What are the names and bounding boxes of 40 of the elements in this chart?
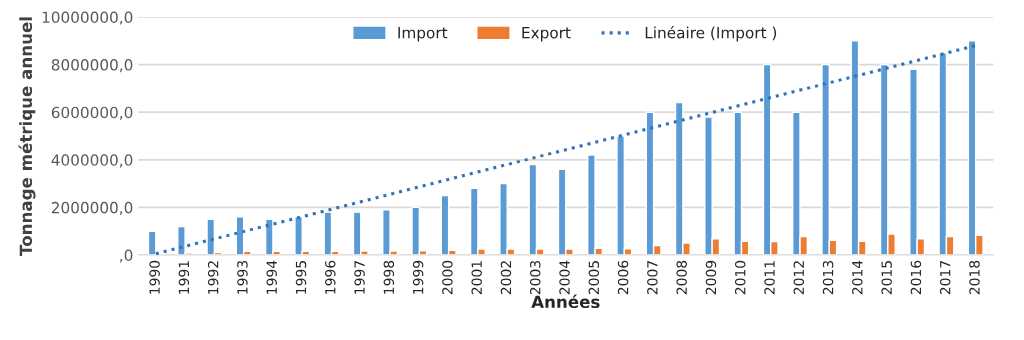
x-tick-label: 2006 (617, 260, 629, 295)
y-tick-label: 2000000,0 (51, 201, 133, 215)
x-axis-title: Années (531, 294, 600, 309)
x-tick-label: 2011 (764, 261, 775, 295)
x-tick-label: 1992 (207, 261, 219, 294)
x-tick-label: 2017 (939, 261, 951, 295)
x-tick-label: 2013 (822, 260, 834, 295)
x-tick-label: 1997 (354, 261, 365, 294)
y-tick-label: 4000000,0 (51, 154, 133, 168)
x-tick-label: 2005 (588, 261, 600, 295)
legend-label: Linéaire (Import ) (645, 25, 777, 42)
x-tick-label: 1995 (295, 261, 307, 294)
x-tick-label: 1994 (266, 260, 277, 294)
x-tick-label: 1993 (237, 260, 248, 294)
x-tick-label: 1996 (325, 260, 336, 294)
y-axis-title: Tonnage métrique annuel (18, 17, 36, 256)
x-tick-label: 2014 (852, 260, 863, 295)
x-tick-label: 1991 (178, 261, 190, 294)
x-tick-label: 2016 (910, 260, 922, 295)
x-tick-label: 2010 (734, 260, 746, 295)
x-tick-label: 1998 (383, 260, 395, 294)
y-tick-label: 10000000,0 (42, 11, 133, 25)
x-tick-label: 2015 (881, 261, 892, 295)
x-tick-label: 1990 (149, 260, 160, 294)
x-tick-label: 2004 (559, 260, 570, 295)
x-tick-label: 2003 (530, 260, 541, 295)
x-tick-label: 1999 (412, 260, 424, 294)
x-tick-label: 2000 (442, 260, 453, 295)
x-tick-label: 2002 (500, 261, 512, 295)
legend-label: Export (522, 27, 571, 42)
x-tick-label: 2001 (471, 261, 482, 295)
x-tick-label: 2018 (969, 260, 980, 295)
legend-label: Import (398, 27, 448, 42)
y-tick-label: 6000000,0 (51, 106, 133, 120)
y-tick-label: ,0 (119, 249, 133, 263)
x-tick-label: 2008 (676, 260, 687, 295)
y-tick-label: 8000000,0 (51, 59, 133, 73)
x-tick-label: 2007 (647, 261, 658, 295)
x-tick-label: 2012 (793, 261, 805, 295)
x-tick-label: 2009 (705, 260, 717, 295)
